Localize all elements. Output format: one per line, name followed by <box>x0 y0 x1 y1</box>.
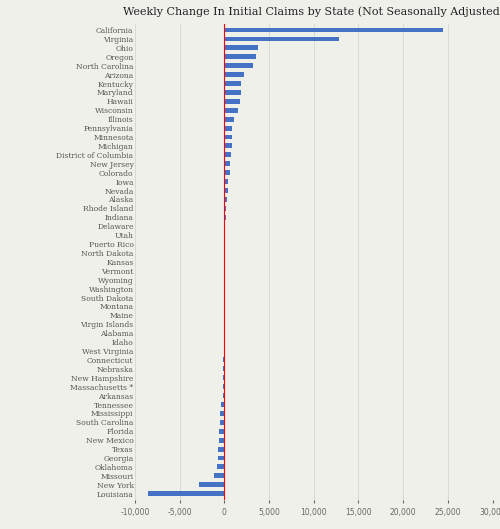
Bar <box>224 161 230 166</box>
Bar <box>224 170 230 175</box>
Bar <box>224 224 226 229</box>
Bar <box>148 491 224 496</box>
Bar <box>224 188 228 193</box>
Bar <box>224 90 242 95</box>
Bar <box>224 152 230 157</box>
Bar <box>224 63 253 68</box>
Bar <box>218 455 224 460</box>
Bar <box>214 473 224 478</box>
Bar <box>224 143 232 149</box>
Bar <box>224 126 232 131</box>
Bar <box>224 45 258 50</box>
Bar <box>224 28 444 32</box>
Bar <box>218 437 224 443</box>
Bar <box>224 179 228 184</box>
Bar <box>224 99 240 104</box>
Bar <box>224 54 256 59</box>
Bar <box>223 384 224 389</box>
Bar <box>224 134 232 140</box>
Bar <box>218 446 224 452</box>
Bar <box>219 429 224 434</box>
Bar <box>223 375 224 380</box>
Bar <box>224 72 244 77</box>
Bar <box>222 393 224 398</box>
Bar <box>217 464 224 469</box>
Bar <box>220 411 224 416</box>
Bar <box>224 117 234 122</box>
Bar <box>224 81 242 86</box>
Bar <box>221 402 224 407</box>
Title: Weekly Change In Initial Claims by State (Not Seasonally Adjusted): Weekly Change In Initial Claims by State… <box>123 7 500 17</box>
Bar <box>220 420 224 425</box>
Bar <box>224 37 339 41</box>
Bar <box>200 482 224 487</box>
Bar <box>224 197 227 202</box>
Bar <box>224 108 238 113</box>
Bar <box>224 233 225 238</box>
Bar <box>224 206 226 211</box>
Bar <box>224 215 226 220</box>
